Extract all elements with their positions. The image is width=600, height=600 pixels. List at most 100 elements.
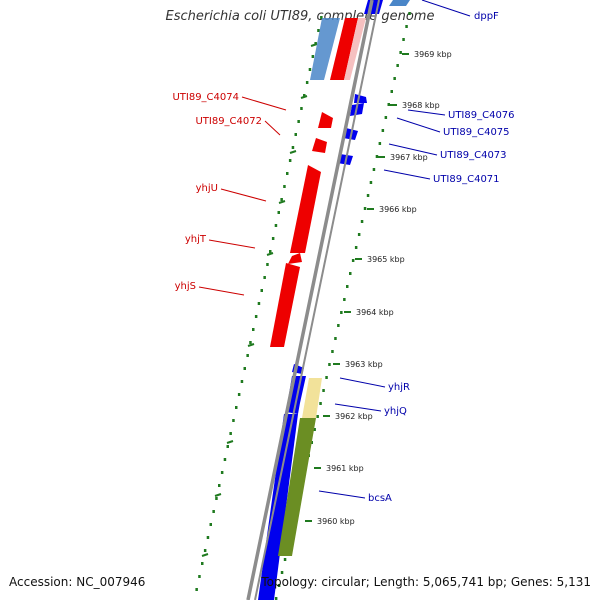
major-tick [226, 440, 234, 444]
tick-dot [349, 272, 352, 275]
tick-dot [319, 402, 322, 405]
tick-dot [280, 198, 283, 201]
tick-dot [331, 350, 334, 353]
tick-label: 3968 kbp [402, 101, 440, 110]
tick-label: 3962 kbp [335, 412, 373, 421]
gene-arrow-red-top [330, 18, 358, 80]
tick-dot [229, 432, 232, 435]
feature-yhjQ [302, 378, 322, 418]
label-connector [208, 239, 256, 249]
major-tick [300, 95, 308, 99]
gene-label: UTI89_C4075 [443, 127, 510, 138]
tick-dot [399, 51, 402, 54]
tick-dot [226, 445, 229, 448]
tick-dot [237, 393, 241, 396]
gene-label: UTI89_C4072 [195, 116, 262, 127]
tick-dot [294, 133, 297, 136]
gene-arrow-yhjU [290, 165, 321, 253]
tick-dot [240, 380, 244, 383]
tick-dot [390, 90, 393, 93]
tick-dot [343, 298, 346, 301]
backbone-line [254, 0, 380, 600]
tick-dot [223, 458, 227, 461]
tick-dot [283, 558, 287, 561]
tick-dot [246, 354, 249, 357]
tick-label: 3966 kbp [379, 205, 417, 214]
tick-dot [283, 185, 286, 188]
tick-dot [378, 142, 382, 145]
backbone-line [246, 0, 374, 600]
tick-dot [249, 341, 252, 344]
tick-dot [340, 311, 343, 314]
label-connector [198, 286, 245, 296]
gene-label: yhjT [185, 234, 207, 245]
feature-dppF [389, 0, 410, 6]
tick-dot [313, 428, 316, 431]
tick-dot [274, 224, 278, 227]
gene-label: UTI89_C4071 [433, 174, 500, 185]
tick-dot [257, 302, 261, 305]
tick-dot [351, 259, 355, 262]
tick-dot [252, 328, 255, 331]
tick-dot [269, 250, 272, 253]
gene-label: UTI89_C4076 [448, 110, 515, 121]
tick-dot [346, 285, 349, 288]
feature-bcsA-olive [278, 418, 316, 556]
tick-dot [201, 562, 204, 565]
tick-dot [288, 159, 292, 162]
gene-labels: UTI89_C4074 UTI89_C4072 yhjU yhjT yhjS dppF UT… [172, 0, 515, 504]
tick-dot [198, 575, 201, 578]
tick-dot [274, 597, 278, 600]
label-connector [318, 490, 366, 499]
tick-dot [360, 220, 364, 223]
label-connector [334, 403, 382, 412]
tick-dot [408, 12, 411, 15]
tick-label: 3969 kbp [414, 50, 452, 59]
gene-label: dppF [474, 11, 499, 22]
tick-dot [396, 64, 399, 67]
tick-label: 3963 kbp [345, 360, 383, 369]
tick-dot [286, 172, 289, 175]
tick-dot [369, 181, 373, 184]
tick-dot [263, 276, 266, 279]
tick-dot [203, 549, 207, 552]
tick-dot [271, 237, 275, 240]
topology-text: Topology: circular; Length: 5,065,741 bp… [261, 575, 591, 589]
major-tick [266, 252, 274, 256]
feature-pale-red [344, 18, 366, 80]
tick-dot [387, 103, 390, 106]
label-connector [220, 188, 267, 202]
label-connector [407, 109, 446, 116]
tick-dot [322, 389, 325, 392]
tick-dot [402, 38, 405, 41]
backbone [246, 0, 380, 600]
tick-dot [308, 68, 312, 71]
tick-dot [366, 194, 370, 197]
tick-dot [375, 155, 379, 158]
gene-label: yhjR [388, 382, 410, 393]
feature-track [258, 0, 410, 600]
major-tick [289, 150, 297, 154]
tick-dot [317, 29, 320, 32]
tick-dot [354, 246, 358, 249]
tick-dot [220, 471, 224, 474]
tick-label: 3961 kbp [326, 464, 364, 473]
tick-dot [384, 116, 388, 119]
feature-light-blue [310, 18, 340, 80]
gene-label: UTI89_C4074 [172, 92, 239, 103]
tick-dot [393, 77, 396, 80]
tick-dot [310, 441, 313, 444]
tick-dot [254, 315, 258, 318]
tick-dot [325, 376, 328, 379]
tick-label: 3964 kbp [356, 308, 394, 317]
major-tick [310, 43, 318, 47]
major-tick [214, 493, 222, 497]
tick-dot [381, 129, 385, 132]
tick-dot [405, 25, 408, 28]
tick-dot [305, 81, 309, 84]
tick-dot [328, 363, 331, 366]
tick-dot [206, 536, 210, 539]
gene-label: yhjS [175, 281, 196, 292]
gene-arrow-UTI89_C4074 [318, 112, 333, 128]
label-connector [421, 0, 471, 17]
